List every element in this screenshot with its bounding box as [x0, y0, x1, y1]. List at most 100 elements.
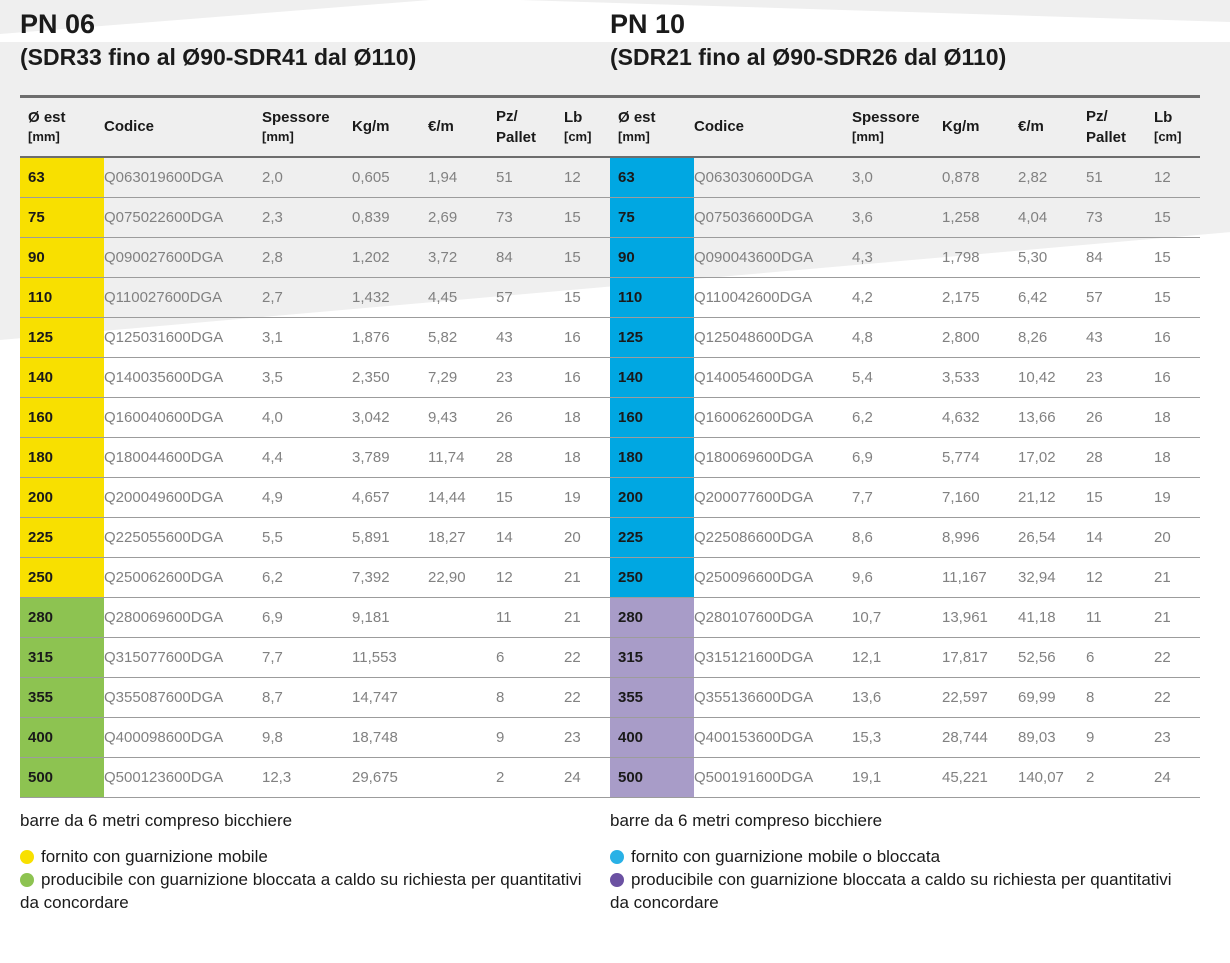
data-cell: Q200049600DGA [104, 477, 262, 518]
data-cell: 23 [496, 357, 564, 398]
data-cell: Q315121600DGA [694, 637, 852, 678]
data-cell: 9,8 [262, 717, 352, 758]
column-header: Pz/Pallet [1086, 96, 1154, 158]
data-cell: 2,0 [262, 156, 352, 198]
data-cell: 1,202 [352, 237, 428, 278]
table-row: 225 Q225055600DGA 5,5 5,891 18,27 14 20 [20, 517, 610, 558]
column-header: Pz/Pallet [496, 96, 564, 158]
data-cell: Q500123600DGA [104, 757, 262, 798]
table-row: 315 Q315121600DGA 12,1 17,817 52,56 6 22 [610, 637, 1200, 678]
data-cell: 84 [496, 237, 564, 278]
data-cell: 6,9 [262, 597, 352, 638]
data-cell: 15 [1154, 237, 1200, 278]
data-cell: Q125031600DGA [104, 317, 262, 358]
data-cell: 45,221 [942, 757, 1018, 798]
data-cell: 8,996 [942, 517, 1018, 558]
table-row: 500 Q500123600DGA 12,3 29,675 2 24 [20, 757, 610, 798]
table-row: 90 Q090027600DGA 2,8 1,202 3,72 84 15 [20, 237, 610, 278]
diameter-cell: 110 [20, 277, 104, 318]
data-cell: 18 [1154, 437, 1200, 478]
header-row: Ø est [mm] Codice Spessore [mm] Kg/m €/m Pz/Pal… [610, 96, 1200, 158]
legend-item: fornito con guarnizione mobile o bloccat… [610, 846, 1187, 869]
data-cell: 11,74 [428, 437, 496, 478]
data-cell: 14,747 [352, 677, 428, 718]
data-cell: 57 [496, 277, 564, 318]
data-cell: 2,7 [262, 277, 352, 318]
data-cell: 19,1 [852, 757, 942, 798]
data-cell: Q355087600DGA [104, 677, 262, 718]
data-cell: 17,817 [942, 637, 1018, 678]
data-cell: 6,9 [852, 437, 942, 478]
data-cell: 9 [496, 717, 564, 758]
table-row: 280 Q280107600DGA 10,7 13,961 41,18 11 21 [610, 597, 1200, 638]
page-subtitle: (SDR21 fino al Ø90-SDR26 dal Ø110) [610, 44, 1007, 71]
data-cell: 18,27 [428, 517, 496, 558]
data-cell: Q500191600DGA [694, 757, 852, 798]
data-cell: 41,18 [1018, 597, 1086, 638]
data-cell: Q160040600DGA [104, 397, 262, 438]
diameter-cell: 110 [610, 277, 694, 318]
data-cell: 8,26 [1018, 317, 1086, 358]
table-row: 63 Q063019600DGA 2,0 0,605 1,94 51 12 [20, 156, 610, 198]
data-cell: 11 [1086, 597, 1154, 638]
data-cell: 14 [1086, 517, 1154, 558]
diameter-cell: 225 [610, 517, 694, 558]
column-header: Ø est [mm] [610, 96, 694, 158]
diameter-cell: 500 [20, 757, 104, 798]
diameter-cell: 125 [610, 317, 694, 358]
data-cell: 2,69 [428, 197, 496, 238]
table-row: 400 Q400153600DGA 15,3 28,744 89,03 9 23 [610, 717, 1200, 758]
data-cell: 5,4 [852, 357, 942, 398]
data-cell: 8 [1086, 677, 1154, 718]
data-cell: 19 [1154, 477, 1200, 518]
data-cell: Q063030600DGA [694, 156, 852, 198]
diameter-cell: 315 [610, 637, 694, 678]
legend-text: fornito con guarnizione mobile o bloccat… [631, 846, 941, 866]
data-cell: 26 [1086, 397, 1154, 438]
data-cell: 4,4 [262, 437, 352, 478]
diameter-cell: 400 [610, 717, 694, 758]
diameter-cell: 63 [610, 156, 694, 198]
data-cell: 6,42 [1018, 277, 1086, 318]
data-cell: 28,744 [942, 717, 1018, 758]
data-cell: Q400098600DGA [104, 717, 262, 758]
table-body: 63 Q063030600DGA 3,0 0,878 2,82 51 12 75 Q075036… [610, 156, 1200, 798]
diameter-cell: 280 [610, 597, 694, 638]
data-cell: Q315077600DGA [104, 637, 262, 678]
diameter-cell: 180 [20, 437, 104, 478]
data-cell: 9 [1086, 717, 1154, 758]
table-row: 355 Q355136600DGA 13,6 22,597 69,99 8 22 [610, 677, 1200, 718]
data-cell: 12 [1154, 156, 1200, 198]
data-cell: 5,5 [262, 517, 352, 558]
data-cell: 13,66 [1018, 397, 1086, 438]
data-cell: 8,7 [262, 677, 352, 718]
price-table: Ø est [mm] Codice Spessore [mm] Kg/m €/m Pz/Pal… [610, 94, 1200, 798]
data-cell: 3,789 [352, 437, 428, 478]
diameter-cell: 250 [20, 557, 104, 598]
data-cell: 4,8 [852, 317, 942, 358]
data-cell: 73 [496, 197, 564, 238]
data-cell: 0,878 [942, 156, 1018, 198]
data-cell: 26 [496, 397, 564, 438]
data-cell: 20 [564, 517, 610, 558]
data-cell: 21 [564, 557, 610, 598]
data-cell: 73 [1086, 197, 1154, 238]
data-cell [428, 637, 496, 678]
data-cell: 15 [1154, 197, 1200, 238]
data-cell: 18 [564, 437, 610, 478]
data-cell: Q180044600DGA [104, 437, 262, 478]
diameter-cell: 280 [20, 597, 104, 638]
legend-text: producibile con guarnizione bloccata a c… [610, 869, 1172, 912]
data-cell: 23 [1154, 717, 1200, 758]
data-cell: Q090027600DGA [104, 237, 262, 278]
column-header: Spessore [mm] [852, 96, 942, 158]
pn06-section: PN 06 (SDR33 fino al Ø90-SDR41 dal Ø110)… [20, 8, 610, 915]
data-cell: 16 [564, 357, 610, 398]
data-cell: Q140054600DGA [694, 357, 852, 398]
table-row: 500 Q500191600DGA 19,1 45,221 140,07 2 24 [610, 757, 1200, 798]
data-cell: 20 [1154, 517, 1200, 558]
diameter-cell: 400 [20, 717, 104, 758]
diameter-cell: 140 [610, 357, 694, 398]
diameter-cell: 160 [610, 397, 694, 438]
data-cell: 28 [496, 437, 564, 478]
